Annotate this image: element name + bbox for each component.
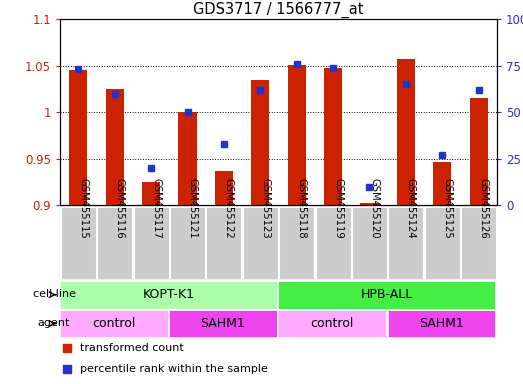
- Text: control: control: [92, 317, 135, 330]
- Bar: [61, 207, 96, 279]
- Text: GSM455119: GSM455119: [333, 178, 343, 239]
- Text: GSM455123: GSM455123: [260, 178, 270, 239]
- Bar: [207, 207, 242, 279]
- Bar: [106, 89, 124, 205]
- Bar: [215, 171, 233, 205]
- Text: SAHM1: SAHM1: [419, 317, 464, 330]
- Bar: [60, 310, 167, 338]
- Bar: [278, 310, 386, 338]
- Bar: [425, 207, 460, 279]
- Text: cell line: cell line: [33, 289, 76, 299]
- Bar: [315, 207, 350, 279]
- Text: control: control: [311, 317, 354, 330]
- Bar: [397, 59, 415, 205]
- Text: KOPT-K1: KOPT-K1: [142, 288, 195, 301]
- Text: GSM455117: GSM455117: [151, 178, 161, 239]
- Bar: [470, 98, 488, 205]
- Bar: [360, 203, 379, 205]
- Text: percentile rank within the sample: percentile rank within the sample: [80, 364, 268, 374]
- Bar: [69, 70, 87, 205]
- Bar: [388, 310, 495, 338]
- Text: GSM455116: GSM455116: [115, 178, 124, 239]
- Bar: [97, 207, 132, 279]
- Bar: [142, 182, 160, 205]
- Bar: [279, 207, 314, 279]
- Bar: [169, 310, 277, 338]
- Bar: [324, 68, 342, 205]
- Bar: [243, 207, 278, 279]
- Bar: [170, 207, 205, 279]
- Title: GDS3717 / 1566777_at: GDS3717 / 1566777_at: [193, 2, 364, 18]
- Bar: [251, 80, 269, 205]
- Text: GSM455125: GSM455125: [442, 178, 452, 239]
- Bar: [278, 281, 495, 309]
- Text: SAHM1: SAHM1: [201, 317, 245, 330]
- Text: GSM455121: GSM455121: [188, 178, 198, 239]
- Text: agent: agent: [37, 318, 70, 328]
- Text: GSM455122: GSM455122: [224, 178, 234, 239]
- Text: GSM455115: GSM455115: [78, 178, 88, 239]
- Bar: [60, 281, 277, 309]
- Bar: [461, 207, 496, 279]
- Text: GSM455120: GSM455120: [369, 178, 380, 239]
- Text: GSM455126: GSM455126: [479, 178, 488, 239]
- Bar: [178, 112, 197, 205]
- Bar: [389, 207, 423, 279]
- Text: GSM455118: GSM455118: [297, 178, 306, 239]
- Bar: [352, 207, 387, 279]
- Bar: [134, 207, 168, 279]
- Text: GSM455124: GSM455124: [406, 178, 416, 239]
- Bar: [288, 65, 306, 205]
- Bar: [433, 162, 451, 205]
- Text: transformed count: transformed count: [80, 343, 184, 353]
- Text: HPB-ALL: HPB-ALL: [361, 288, 413, 301]
